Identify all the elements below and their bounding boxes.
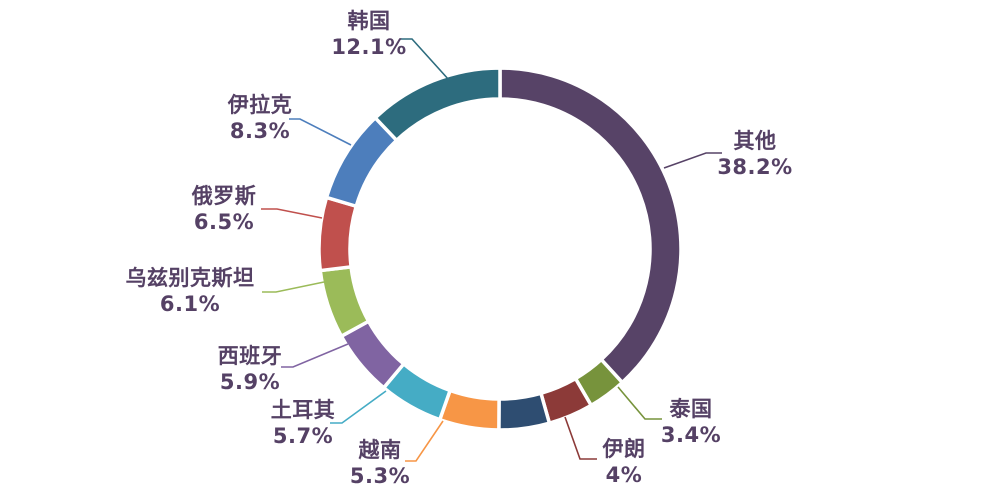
donut-slice [318, 264, 371, 339]
leader-line [261, 208, 323, 219]
donut-slice [498, 66, 683, 385]
leader-line [289, 118, 352, 146]
leader-line [405, 420, 444, 462]
leader-line [564, 416, 597, 460]
donut-slice [497, 391, 552, 432]
leader-line [262, 281, 325, 293]
donut-slice [372, 66, 502, 143]
leader-line [330, 390, 387, 424]
leader-line [281, 343, 349, 368]
leader-line [663, 152, 722, 169]
leader-line [400, 38, 450, 81]
leader-line [617, 386, 662, 420]
donut-slice [317, 195, 359, 273]
